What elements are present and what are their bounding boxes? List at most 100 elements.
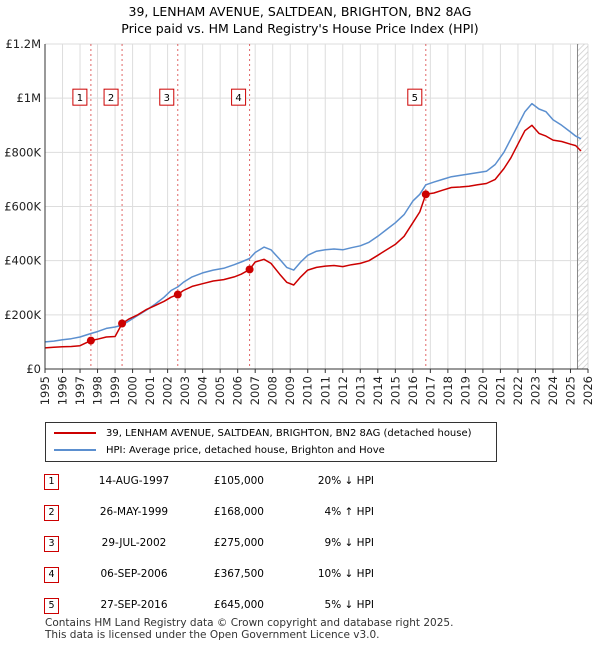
legend-label-property: 39, LENHAM AVENUE, SALTDEAN, BRIGHTON, B… — [106, 428, 472, 439]
x-tick-label: 2004 — [196, 376, 210, 405]
sale-badges: 1 2 3 4 5 — [72, 88, 423, 106]
x-tick-label: 2015 — [388, 376, 402, 405]
sale-hpi-diff: 5% ↓ HPI — [324, 599, 374, 611]
x-tick-label: 2020 — [476, 376, 490, 405]
x-tick-label: 2006 — [231, 376, 245, 405]
legend-item-hpi: HPI: Average price, detached house, Brig… — [54, 443, 385, 459]
sale-points — [86, 190, 430, 345]
sale-badge-box — [72, 88, 88, 106]
sale-point — [86, 336, 95, 345]
y-tick-label: £400K — [4, 254, 41, 268]
sale-date: 29-JUL-2002 — [101, 537, 167, 549]
y-tick-label: £1M — [16, 91, 41, 105]
sale-price: £367,500 — [213, 568, 264, 580]
sale-badge: 4 — [44, 567, 59, 583]
table-row: 1 14-AUG-1997 £105,000 20% ↓ HPI — [44, 474, 444, 490]
chart-title-line1: 39, LENHAM AVENUE, SALTDEAN, BRIGHTON, B… — [128, 4, 472, 19]
sale-badge-box — [159, 88, 175, 106]
sale-date: 06-SEP-2006 — [100, 568, 168, 580]
legend-label-hpi: HPI: Average price, detached house, Brig… — [106, 445, 385, 456]
sale-badge-label: 3 — [164, 93, 170, 104]
grid — [44, 43, 589, 370]
sale-hpi-diff: 9% ↓ HPI — [324, 537, 374, 549]
sale-point — [118, 319, 127, 328]
sale-hpi-diff: 20% ↓ HPI — [317, 475, 374, 487]
legend-swatch-property — [54, 432, 96, 434]
projection-shading — [576, 44, 588, 369]
sale-price: £645,000 — [213, 599, 264, 611]
sale-badge: 1 — [44, 474, 59, 490]
x-tick-label: 2008 — [266, 376, 280, 405]
x-tick-label: 2009 — [283, 376, 297, 405]
x-tick-label: 2024 — [546, 376, 560, 405]
sale-markers-lines — [90, 44, 427, 369]
sale-badge-label: 2 — [108, 93, 114, 104]
sale-price: £105,000 — [213, 475, 264, 487]
x-tick-label: 2005 — [213, 376, 227, 405]
sale-badge-label: 1 — [77, 93, 83, 104]
y-tick-label: £600K — [4, 200, 41, 214]
x-tick-label: 2026 — [581, 376, 595, 405]
x-tick-label: 1996 — [56, 376, 70, 405]
sale-badge: 2 — [44, 505, 59, 521]
sale-point — [173, 290, 182, 299]
x-tick-label: 2007 — [248, 376, 262, 405]
x-tick-label: 2023 — [528, 376, 542, 405]
sale-date: 26-MAY-1999 — [99, 506, 169, 518]
sale-point — [421, 190, 430, 199]
sale-point — [245, 265, 254, 274]
series-property-line — [44, 124, 582, 349]
sale-badge: 5 — [44, 598, 59, 614]
sale-price: £168,000 — [213, 506, 264, 518]
footer-copyright: Contains HM Land Registry data © Crown c… — [45, 617, 454, 629]
x-tick-label: 2016 — [406, 376, 420, 405]
x-tick-label: 2014 — [371, 376, 385, 405]
x-tick-label: 2021 — [493, 376, 507, 405]
x-tick-label: 2010 — [301, 376, 315, 405]
sale-hpi-diff: 10% ↓ HPI — [317, 568, 374, 580]
footer-licence: This data is licensed under the Open Gov… — [45, 629, 380, 641]
footer: Contains HM Land Registry data © Crown c… — [45, 617, 453, 641]
sale-badge-label: 4 — [235, 93, 241, 104]
x-tick-label: 2018 — [441, 376, 455, 405]
table-row: 4 06-SEP-2006 £367,500 10% ↓ HPI — [44, 567, 444, 583]
table-row: 3 29-JUL-2002 £275,000 9% ↓ HPI — [44, 536, 444, 552]
x-tick-label: 2017 — [423, 376, 437, 405]
x-tick-label: 2003 — [178, 376, 192, 405]
table-row: 2 26-MAY-1999 £168,000 4% ↑ HPI — [44, 505, 444, 521]
legend-item-property: 39, LENHAM AVENUE, SALTDEAN, BRIGHTON, B… — [54, 426, 472, 442]
series-lines — [44, 102, 582, 349]
projection-area — [577, 44, 588, 369]
x-tick-label: 2019 — [458, 376, 472, 405]
chart-legend: 39, LENHAM AVENUE, SALTDEAN, BRIGHTON, B… — [45, 422, 497, 462]
y-tick-label: £200K — [4, 308, 41, 322]
sale-date: 27-SEP-2016 — [100, 599, 168, 611]
x-tick-label: 2002 — [161, 376, 175, 405]
table-row: 5 27-SEP-2016 £645,000 5% ↓ HPI — [44, 598, 444, 614]
x-tick-label: 2025 — [563, 376, 577, 405]
sale-date: 14-AUG-1997 — [98, 475, 170, 487]
x-tick-label: 2011 — [318, 376, 332, 405]
sale-hpi-diff: 4% ↑ HPI — [324, 506, 374, 518]
chart-title-line2: Price paid vs. HM Land Registry's House … — [121, 21, 479, 36]
sale-badge-box — [407, 88, 423, 106]
sale-badge-box — [103, 88, 119, 106]
sale-badge-label: 5 — [412, 93, 418, 104]
x-tick-label: 1998 — [91, 376, 105, 405]
x-tick-label: 1995 — [38, 376, 52, 405]
y-tick-label: £800K — [4, 145, 41, 159]
y-tick-label: £0 — [26, 362, 41, 376]
x-tick-label: 1999 — [108, 376, 122, 405]
x-tick-label: 2012 — [336, 376, 350, 405]
x-tick-label: 2022 — [511, 376, 525, 405]
sale-price: £275,000 — [213, 537, 264, 549]
legend-swatch-hpi — [54, 449, 96, 451]
x-tick-label: 1997 — [73, 376, 87, 405]
x-tick-label: 2013 — [353, 376, 367, 405]
x-tick-label: 2001 — [143, 376, 157, 405]
y-tick-label: £1.2M — [5, 37, 41, 51]
x-tick-label: 2000 — [126, 376, 140, 405]
sale-badge-box — [231, 88, 247, 106]
